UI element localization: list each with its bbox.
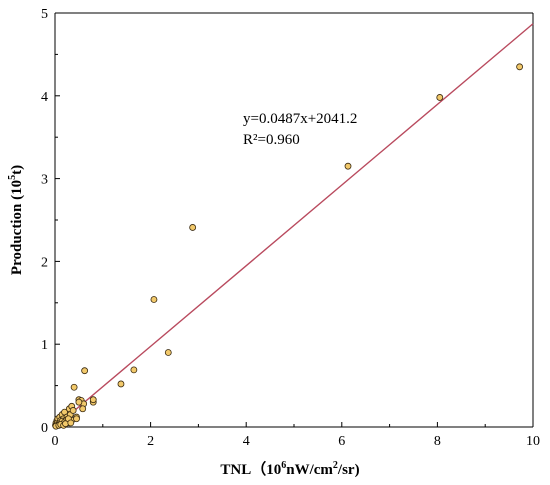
x-tick-label: 2 bbox=[147, 434, 154, 449]
r-squared-label: R²=0.960 bbox=[243, 132, 300, 148]
y-tick-label: 2 bbox=[41, 255, 48, 270]
y-title-main: Production (10 bbox=[9, 180, 25, 275]
data-points bbox=[52, 63, 524, 430]
y-title-exp: 5 bbox=[7, 175, 18, 180]
equation-label: y=0.0487x+2041.2 bbox=[243, 111, 357, 127]
y-axis-title: Production (105t) bbox=[7, 165, 25, 275]
x-title-exp: 6 bbox=[281, 460, 286, 471]
data-point bbox=[79, 405, 87, 413]
x-title-base: 10 bbox=[266, 462, 281, 478]
data-point bbox=[70, 383, 78, 391]
y-tick-label: 1 bbox=[41, 338, 48, 353]
data-point bbox=[436, 94, 444, 101]
x-title-main: TNL（ bbox=[220, 460, 266, 478]
data-point bbox=[130, 366, 138, 374]
data-point bbox=[69, 407, 77, 414]
y-tick-label: 3 bbox=[41, 173, 48, 188]
x-tick-label: 4 bbox=[243, 434, 250, 449]
data-point bbox=[117, 380, 125, 388]
y-tick-label: 4 bbox=[41, 90, 48, 105]
data-point bbox=[189, 224, 197, 231]
x-tick-label: 0 bbox=[52, 434, 59, 449]
data-point bbox=[344, 162, 352, 170]
y-title-tail: t) bbox=[9, 165, 25, 175]
x-tick-label: 10 bbox=[526, 434, 540, 449]
data-point bbox=[75, 398, 83, 406]
x-axis-title: TNL（106nW/cm2/sr) bbox=[220, 460, 359, 478]
x-tick-label: 8 bbox=[434, 434, 441, 449]
data-point bbox=[67, 419, 75, 427]
x-title-unit-tail: /sr) bbox=[337, 462, 360, 478]
data-point bbox=[81, 367, 89, 375]
data-point bbox=[164, 349, 172, 356]
x-title-unit-exp: 2 bbox=[333, 460, 338, 471]
regression-line bbox=[54, 23, 534, 428]
y-tick-label: 5 bbox=[41, 7, 48, 22]
data-point bbox=[89, 396, 97, 404]
data-point bbox=[73, 415, 80, 423]
y-ticks: 0 1 2 3 4 5 bbox=[41, 7, 60, 436]
x-ticks: 0 2 4 6 8 10 bbox=[52, 422, 540, 449]
data-point bbox=[516, 63, 524, 71]
x-title-unit: nW/cm bbox=[286, 462, 333, 478]
y-tick-label: 0 bbox=[41, 421, 48, 436]
x-tick-label: 6 bbox=[338, 434, 345, 449]
data-point bbox=[150, 296, 158, 303]
